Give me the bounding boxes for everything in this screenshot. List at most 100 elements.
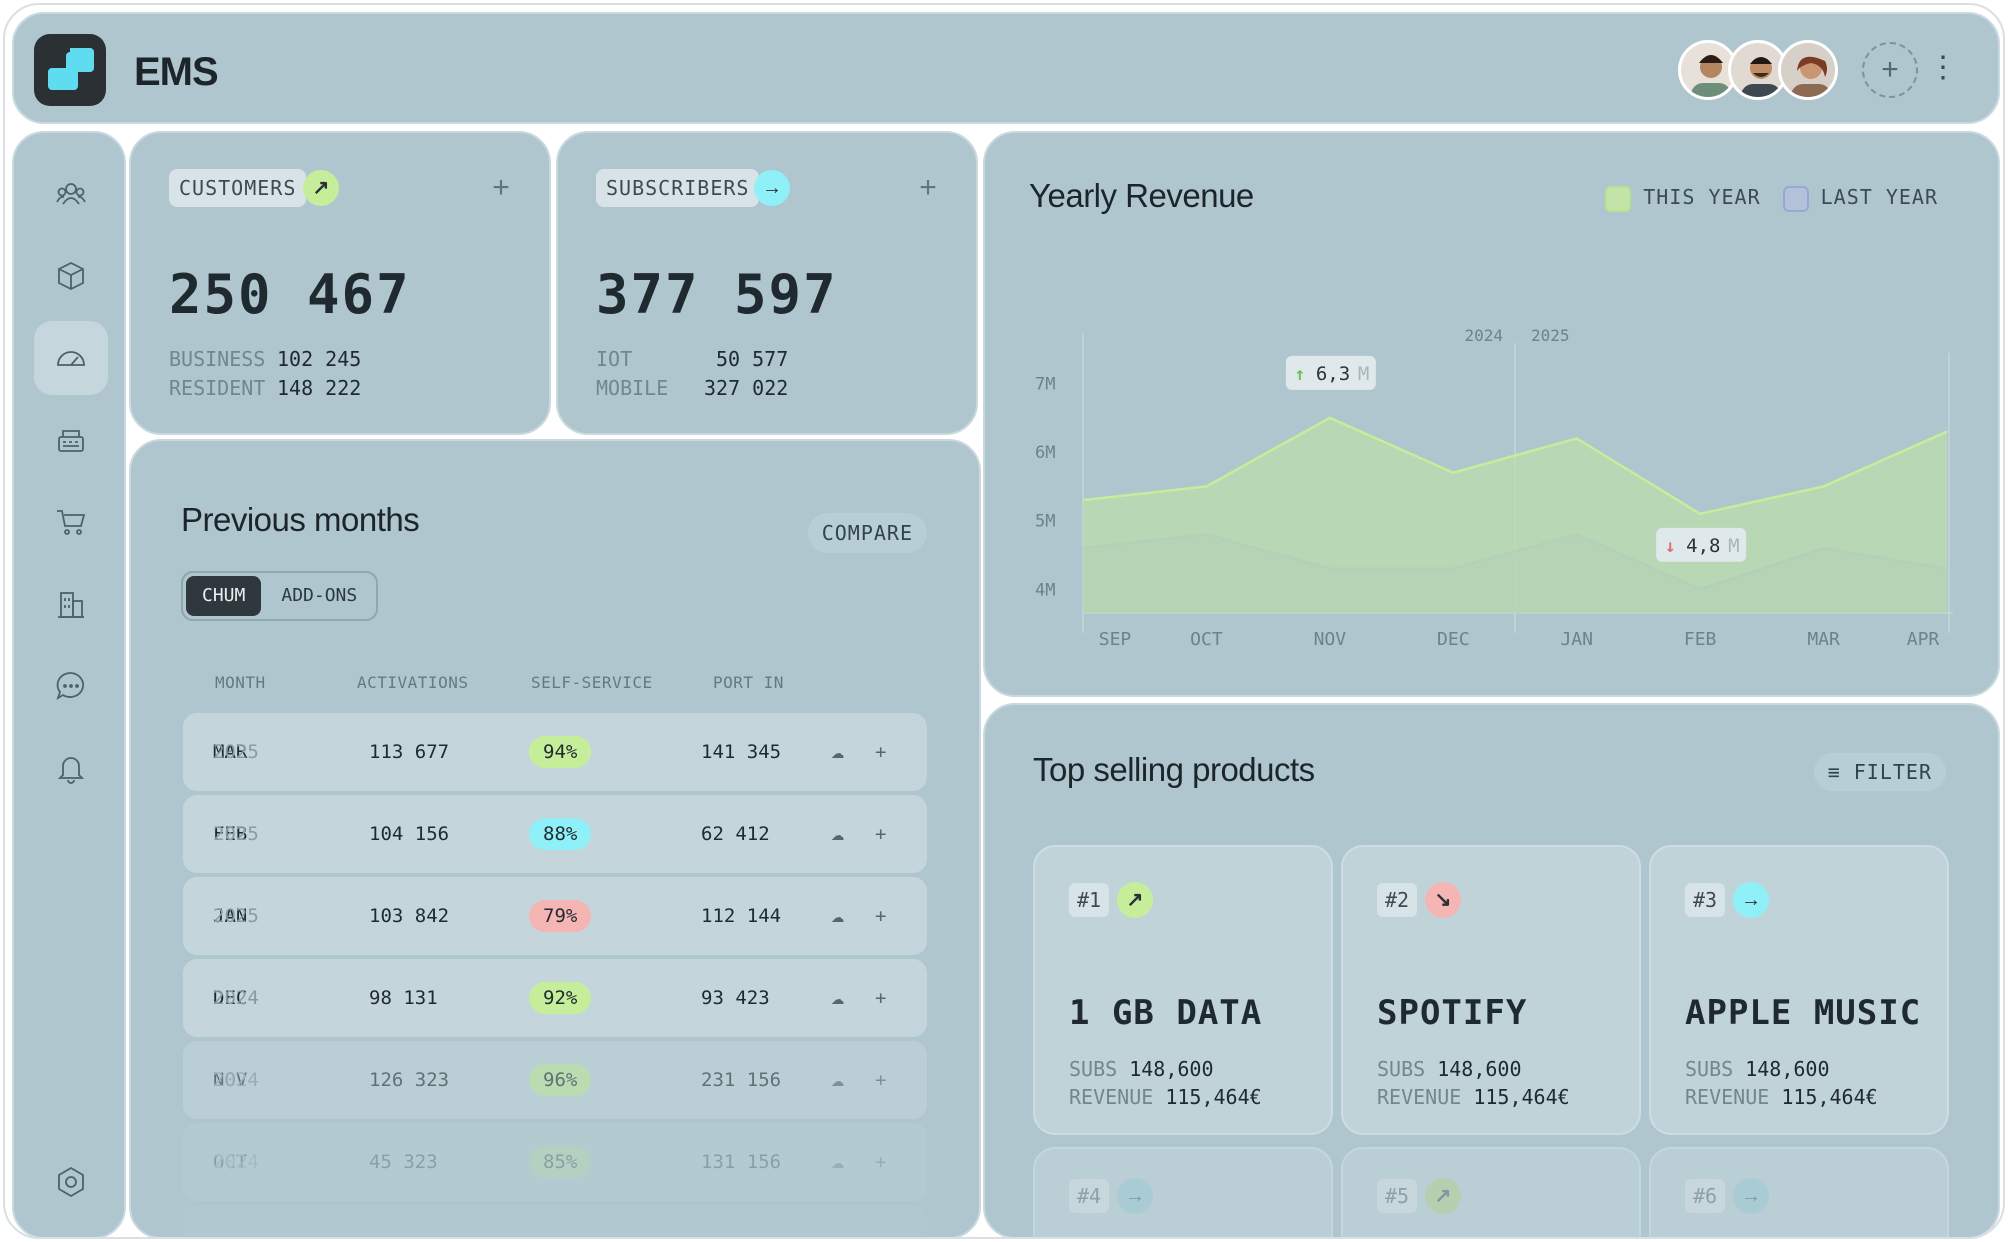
table-row[interactable]: OCT 2024 45 323 85% 131 156 ☁ + [183, 1123, 927, 1201]
arrow-right-icon: → [1733, 1178, 1769, 1214]
table-row[interactable]: FEB 2025 104 156 88% 62 412 ☁ + [183, 795, 927, 873]
cloud-download-icon[interactable]: ☁ [831, 1149, 845, 1174]
product-name: SPOTIFY [1377, 993, 1528, 1033]
add-row-icon[interactable]: + [875, 823, 887, 845]
yearly-revenue-panel: Yearly Revenue THIS YEAR LAST YEAR 2024 2… [983, 131, 2000, 697]
table-row[interactable]: DEC 2024 98 131 92% 93 423 ☁ + [183, 959, 927, 1037]
column-header[interactable]: ACTIVATIONS [357, 673, 469, 692]
app-title: EMS [134, 50, 219, 94]
app-logo-icon[interactable] [34, 34, 106, 106]
sidebar-item-dashboard[interactable] [34, 321, 108, 395]
sidebar-item-messages[interactable] [34, 649, 108, 723]
sidebar-item-products[interactable] [34, 239, 108, 313]
legend-swatch [1605, 185, 1632, 212]
filter-button[interactable]: ≡ FILTER [1813, 753, 1946, 791]
sidebar-item-buildings[interactable] [34, 567, 108, 641]
add-row-icon[interactable]: + [875, 1069, 887, 1091]
table-row[interactable]: NOV 2024 126 323 96% 231 156 ☁ + [183, 1041, 927, 1119]
product-stats: SUBS 148,600 REVENUE 115,464€ [1069, 1055, 1262, 1111]
chat-bubble-icon [56, 672, 84, 701]
activations-cell: 113 677 [369, 741, 450, 763]
team-avatars[interactable] [1678, 40, 1838, 100]
top-selling-title: Top selling products [1033, 751, 1315, 788]
column-header[interactable]: SELF-SERVICE [531, 673, 653, 692]
stat-key: MOBILE [596, 376, 669, 400]
activations-cell: 98 131 [369, 987, 438, 1009]
top-bar: EMS + ⋮ [12, 12, 2000, 124]
cloud-download-icon[interactable]: ☁ [831, 739, 845, 764]
compare-button[interactable]: COMPARE [807, 513, 927, 553]
product-rank: #1 [1069, 883, 1110, 917]
tab-add-ons[interactable]: ADD-ONS [281, 585, 358, 606]
legend-last-year[interactable]: LAST YEAR [1782, 185, 1938, 212]
y-tick-label: 5M [1035, 512, 1055, 532]
tooltip-low-value: 4,8 [1686, 535, 1720, 557]
port-in-cell: 231 156 [701, 1069, 782, 1091]
add-member-button[interactable]: + [1862, 42, 1918, 98]
box-icon [58, 261, 84, 291]
legend-this-year[interactable]: THIS YEAR [1605, 185, 1760, 212]
product-card[interactable]: #5 ↗ [1341, 1147, 1641, 1237]
column-header[interactable]: MONTH [215, 673, 266, 692]
self-service-badge: 92% [529, 982, 592, 1014]
filter-icon: ≡ [1827, 760, 1841, 784]
arrow-right-icon: → [1733, 882, 1769, 918]
table-row[interactable]: JAN 2025 103 842 79% 112 144 ☁ + [183, 877, 927, 955]
customers-label: CUSTOMERS [169, 169, 307, 207]
revenue-label: REVENUE [1377, 1085, 1462, 1109]
top-selling-panel: Top selling products ≡ FILTER #1 ↗ 1 GB … [983, 703, 2000, 1237]
legend-label: LAST YEAR [1820, 185, 1938, 209]
subscribers-breakdown: IOT 50 577 MOBILE 327 022 [596, 345, 788, 403]
x-tick-label: FEB [1684, 629, 1717, 650]
product-card[interactable]: #1 ↗ 1 GB DATA SUBS 148,600 REVENUE 115,… [1033, 845, 1333, 1135]
arrow-down-right-icon: ↘ [1425, 882, 1461, 918]
bell-icon [57, 757, 85, 784]
revenue-value: 115,464€ [1473, 1085, 1570, 1109]
cloud-download-icon[interactable]: ☁ [831, 985, 845, 1010]
table-row[interactable]: MAR 2025 113 677 94% 141 345 ☁ + [183, 713, 927, 791]
add-row-icon[interactable]: + [875, 1151, 887, 1173]
product-card[interactable]: #3 → APPLE MUSIC SUBS 148,600 REVENUE 11… [1649, 845, 1949, 1135]
add-row-icon[interactable]: + [875, 987, 887, 1009]
port-in-cell: 131 156 [701, 1151, 782, 1173]
activations-cell: 103 842 [369, 905, 450, 927]
sidebar-item-customers[interactable] [34, 157, 108, 231]
arrow-up-right-icon[interactable]: ↗ [303, 170, 339, 206]
revenue-title: Yearly Revenue [1029, 177, 1254, 214]
tooltip-high-unit: M [1358, 363, 1369, 385]
add-customer-button[interactable]: + [492, 171, 510, 204]
tab-chum[interactable]: CHUM [186, 576, 262, 616]
x-tick-label: APR [1907, 629, 1940, 650]
product-card[interactable]: #4 → [1033, 1147, 1333, 1237]
app-window: EMS + ⋮ [3, 3, 2005, 1239]
sidebar-item-billing[interactable] [34, 403, 108, 477]
column-header[interactable]: PORT IN [713, 673, 784, 692]
self-service-badge: 79% [529, 900, 592, 932]
add-subscriber-button[interactable]: + [919, 171, 937, 204]
cloud-download-icon[interactable]: ☁ [831, 1067, 845, 1092]
revenue-value: 115,464€ [1165, 1085, 1262, 1109]
avatar[interactable] [1778, 40, 1838, 100]
stat-value: 148 222 [277, 376, 362, 400]
stat-key: IOT [596, 347, 633, 371]
year-label-left: 2024 [1464, 326, 1503, 345]
x-tick-label: JAN [1560, 629, 1593, 650]
x-tick-label: DEC [1437, 629, 1470, 650]
year-label-right: 2025 [1531, 326, 1570, 345]
sidebar-item-shop[interactable] [34, 485, 108, 559]
arrow-right-icon[interactable]: → [754, 170, 790, 206]
more-options-icon[interactable]: ⋮ [1928, 51, 1958, 84]
cloud-download-icon[interactable]: ☁ [831, 821, 845, 846]
port-in-cell: 112 144 [701, 905, 782, 927]
add-row-icon[interactable]: + [875, 905, 887, 927]
cloud-download-icon[interactable]: ☁ [831, 903, 845, 928]
product-card[interactable]: #6 → [1649, 1147, 1949, 1237]
add-row-icon[interactable]: + [875, 741, 887, 763]
subs-label: SUBS [1069, 1057, 1118, 1081]
product-card[interactable]: #2 ↘ SPOTIFY SUBS 148,600 REVENUE 115,46… [1341, 845, 1641, 1135]
sidebar-item-settings[interactable] [34, 1145, 108, 1219]
port-in-cell: 93 423 [701, 987, 770, 1009]
subscribers-card: SUBSCRIBERS → + 377 597 IOT 50 577 MOBILE… [556, 131, 978, 435]
previous-months-panel: Previous months COMPARE CHUM ADD-ONS MON… [129, 439, 981, 1237]
sidebar-item-notifications[interactable] [34, 731, 108, 805]
